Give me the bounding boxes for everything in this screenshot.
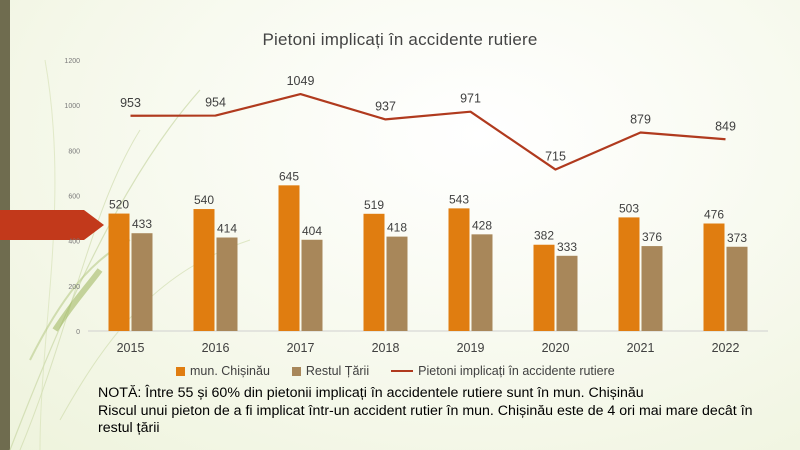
data-label-chisinau: 476 xyxy=(704,208,724,222)
bar-restul-tarii xyxy=(131,233,153,331)
legend-item-total-line: Pietoni implicați în accidente rutiere xyxy=(391,364,615,378)
bar-chisinau xyxy=(533,244,555,331)
bar-chisinau xyxy=(703,223,725,331)
data-label-chisinau: 543 xyxy=(449,192,469,206)
bar-chisinau xyxy=(278,185,300,331)
data-label-restul-tarii: 428 xyxy=(472,218,492,232)
data-label-restul-tarii: 418 xyxy=(387,221,407,235)
y-tick-label: 0 xyxy=(76,329,80,336)
bar-chisinau xyxy=(363,213,385,331)
note-text: NOTĂ: Între 55 și 60% din pietonii impli… xyxy=(98,385,788,438)
data-label-chisinau: 645 xyxy=(279,169,299,183)
y-tick-label: 600 xyxy=(68,194,80,201)
x-tick-label: 2020 xyxy=(542,341,570,355)
legend-label-restul-tarii: Restul Țării xyxy=(305,364,370,378)
legend-label-total-line: Pietoni implicați în accidente rutiere xyxy=(418,364,615,378)
bar-chisinau xyxy=(193,209,215,331)
data-label-total: 971 xyxy=(460,92,481,106)
bar-chisinau xyxy=(618,217,640,331)
legend-label-chisinau: mun. Chișinău xyxy=(190,364,270,378)
bar-restul-tarii xyxy=(301,239,323,331)
x-tick-label: 2015 xyxy=(117,341,145,355)
data-label-total: 715 xyxy=(545,150,566,164)
red-arrow-accent xyxy=(0,210,104,240)
bar-restul-tarii xyxy=(726,246,748,331)
x-tick-label: 2016 xyxy=(202,341,230,355)
data-label-total: 954 xyxy=(205,96,226,110)
y-tick-label: 1200 xyxy=(64,58,80,65)
data-label-restul-tarii: 376 xyxy=(642,230,662,244)
legend-item-chisinau: mun. Chișinău xyxy=(176,364,270,378)
bar-restul-tarii xyxy=(556,255,578,331)
line-total-pedestrians xyxy=(130,93,726,171)
bar-restul-tarii xyxy=(641,246,663,331)
data-label-chisinau: 520 xyxy=(109,198,129,212)
bar-restul-tarii xyxy=(386,236,408,331)
bar-restul-tarii xyxy=(471,234,493,331)
x-tick-label: 2021 xyxy=(627,341,655,355)
legend-swatch-chisinau xyxy=(176,366,185,376)
data-label-total: 879 xyxy=(630,112,651,126)
x-tick-label: 2018 xyxy=(372,341,400,355)
y-tick-label: 400 xyxy=(68,239,80,246)
data-label-restul-tarii: 414 xyxy=(217,222,237,236)
bar-restul-tarii xyxy=(216,237,238,331)
note-line-2: Riscul unui pieton de a fi implicat într… xyxy=(98,402,753,437)
bar-chisinau xyxy=(448,208,470,331)
data-label-restul-tarii: 433 xyxy=(132,217,152,231)
note-line-1: NOTĂ: Între 55 și 60% din pietonii impli… xyxy=(98,385,644,401)
data-label-restul-tarii: 404 xyxy=(302,224,322,238)
data-label-chisinau: 503 xyxy=(619,201,639,215)
y-tick-label: 1000 xyxy=(64,103,80,110)
x-tick-label: 2017 xyxy=(287,341,315,355)
data-label-restul-tarii: 373 xyxy=(727,231,747,245)
data-label-total: 937 xyxy=(375,99,396,113)
legend-swatch-total-line xyxy=(391,370,414,372)
chart-legend: mun. Chișinău Restul Țării Pietoni impli… xyxy=(176,364,637,378)
data-label-total: 953 xyxy=(120,96,141,110)
bar-chisinau xyxy=(108,213,130,331)
data-label-restul-tarii: 333 xyxy=(557,240,577,254)
data-label-total: 849 xyxy=(715,119,736,133)
data-label-total: 1049 xyxy=(287,74,315,88)
x-tick-label: 2022 xyxy=(712,341,740,355)
data-label-chisinau: 519 xyxy=(364,198,384,212)
legend-swatch-restul-tarii xyxy=(291,366,301,376)
chart-title: Pietoni implicați în accidente rutiere xyxy=(262,30,538,49)
y-tick-label: 200 xyxy=(68,284,80,291)
data-label-chisinau: 540 xyxy=(194,193,214,207)
y-tick-label: 800 xyxy=(68,148,80,155)
data-label-chisinau: 382 xyxy=(534,229,554,243)
legend-item-restul-tarii: Restul Țării xyxy=(291,364,370,378)
x-tick-label: 2019 xyxy=(457,341,485,355)
